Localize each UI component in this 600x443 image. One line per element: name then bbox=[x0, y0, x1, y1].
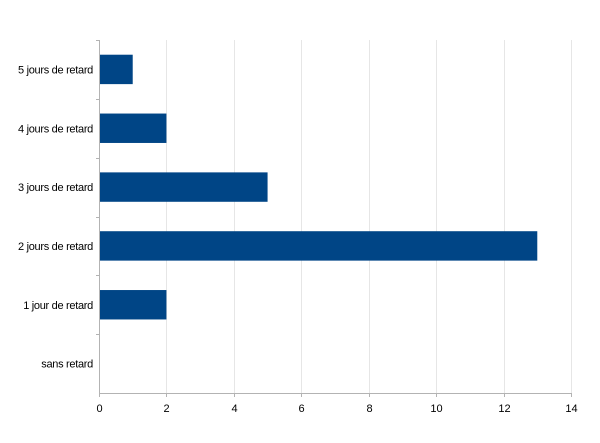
x-tick-labels: 0 2 4 6 8 10 12 14 bbox=[96, 403, 577, 415]
y-tick-labels: sans retard 1 jour de retard 2 jours de re… bbox=[18, 64, 93, 370]
y-tick-label: 4 jours de retard bbox=[18, 123, 93, 135]
x-tick-label: 8 bbox=[366, 403, 372, 415]
x-tick-label: 6 bbox=[298, 403, 304, 415]
y-tick-label: 2 jours de retard bbox=[18, 241, 93, 253]
y-tick-label: 1 jour de retard bbox=[23, 300, 93, 312]
x-tick-label: 10 bbox=[430, 403, 442, 415]
y-tick-label: 5 jours de retard bbox=[18, 64, 93, 76]
bar-4 bbox=[99, 113, 167, 143]
bar-5 bbox=[99, 54, 133, 85]
x-tick-label: 2 bbox=[163, 403, 169, 415]
bars bbox=[99, 54, 538, 320]
x-tick-label: 4 bbox=[231, 403, 237, 415]
x-tick-label: 0 bbox=[96, 403, 102, 415]
bar-3 bbox=[99, 172, 268, 202]
x-tick-label: 14 bbox=[565, 403, 577, 415]
axes bbox=[96, 40, 572, 397]
bar-2 bbox=[99, 231, 538, 261]
y-tick-label: 3 jours de retard bbox=[18, 182, 93, 194]
x-tick-label: 12 bbox=[498, 403, 510, 415]
bar-1 bbox=[99, 290, 167, 320]
gridlines bbox=[99, 40, 572, 393]
y-tick-label: sans retard bbox=[41, 359, 93, 371]
